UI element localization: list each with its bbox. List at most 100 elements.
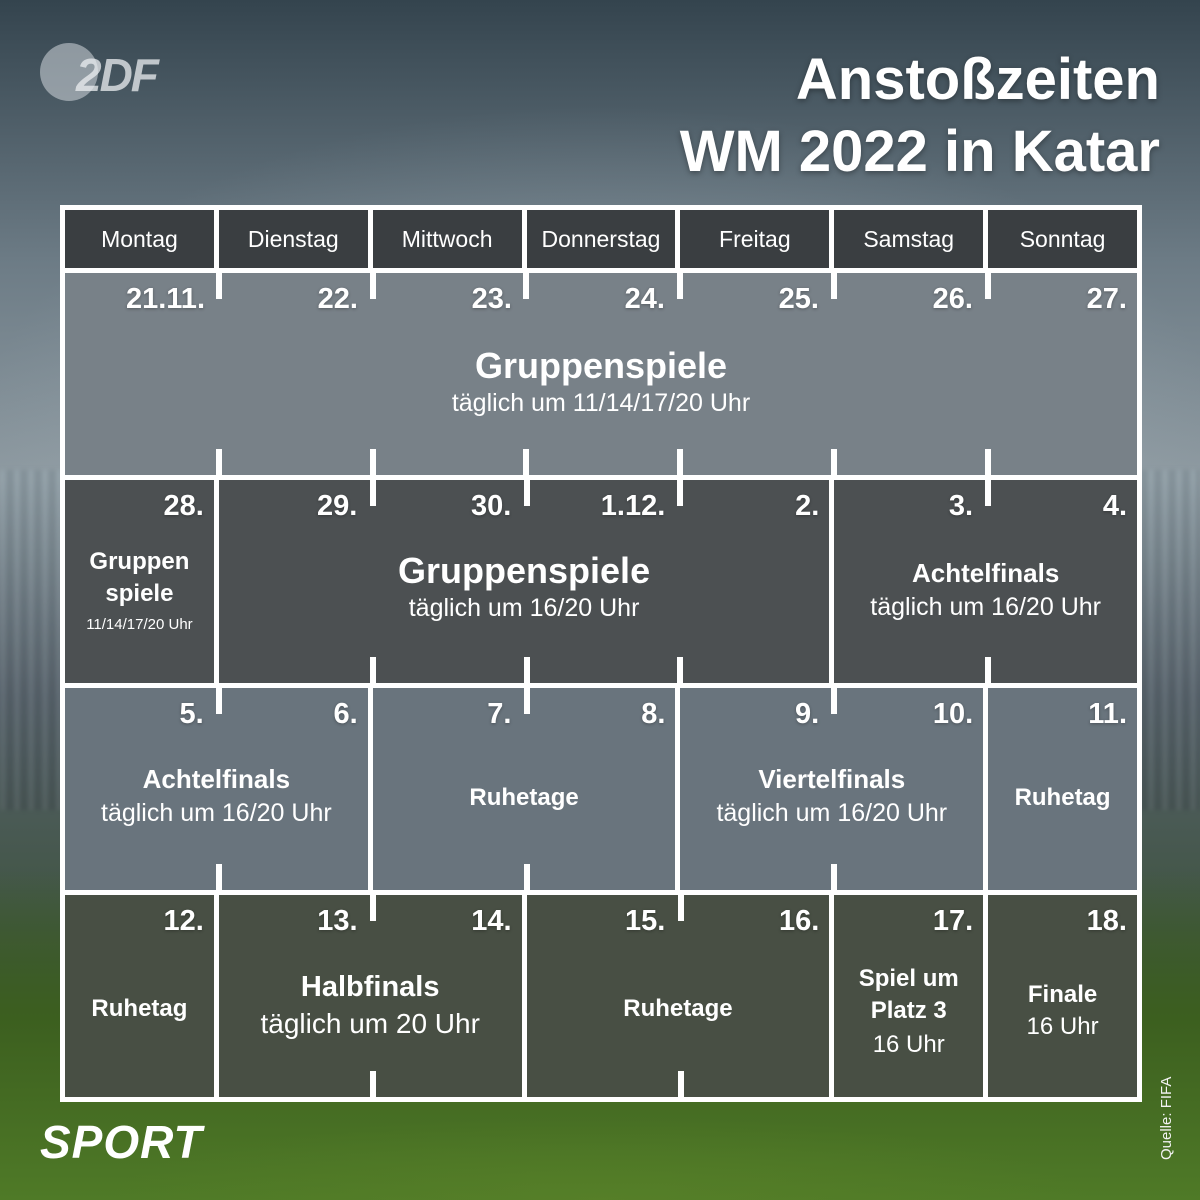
- event-time: täglich um 20 Uhr: [260, 1007, 480, 1039]
- event-time: 16 Uhr: [1026, 1012, 1099, 1040]
- weekday-header: Dienstag: [218, 210, 368, 268]
- sport-brand: SPORT: [40, 1116, 203, 1168]
- event-block-semi-finals: 13. 14. Halbfinals täglich um 20 Uhr: [218, 894, 522, 1097]
- zdf-logo: 2DF: [40, 42, 160, 102]
- grid-tick-mark: [676, 656, 683, 683]
- date-label: 6.: [333, 697, 358, 730]
- title-line-2: WM 2022 in Katar: [679, 119, 1160, 184]
- event-title: Ruhetage: [623, 994, 733, 1022]
- event-block-round-of-16: 5. 6. Achtelfinals täglich um 16/20 Uhr: [65, 687, 368, 890]
- page-title: Anstoßzeiten WM 2022 in Katar: [680, 44, 1160, 188]
- grid-tick-mark: [369, 480, 376, 507]
- week-1-row: 21.11. 22. 23. 24. 25. 26. 27. Gruppensp…: [65, 273, 1137, 476]
- event-time: täglich um 11/14/17/20 Uhr: [451, 389, 751, 417]
- date-label: 30.: [470, 490, 512, 523]
- grid-tick-mark: [985, 449, 991, 476]
- date-label: 9.: [794, 697, 820, 730]
- grid-tick-mark: [523, 273, 529, 299]
- weekday-header: Montag: [65, 210, 214, 268]
- event-title: Gruppenspiele: [474, 345, 728, 386]
- grid-tick-mark: [831, 449, 837, 476]
- day-cell-third-place: 17. Spiel um Platz 3 16 Uhr: [834, 894, 984, 1097]
- event-title: Ruhetag: [1014, 783, 1111, 811]
- date-label: 29.: [316, 490, 358, 523]
- grid-tick-mark: [216, 449, 222, 476]
- date-label: 3.: [948, 490, 973, 523]
- date-label: 15.: [624, 904, 666, 937]
- day-cell-final: 18. Finale 16 Uhr: [988, 894, 1137, 1097]
- event-title: Platz 3: [870, 996, 947, 1024]
- weekday-header: Donnerstag: [526, 210, 676, 268]
- event-block-group-stage: 29. 30. 1.12. 2. Gruppenspiele täglich u…: [218, 480, 830, 683]
- grid-tick-mark: [369, 894, 376, 921]
- event-title: Viertelfinals: [758, 763, 906, 794]
- event-title: Spiel um: [858, 964, 959, 992]
- weekday-header: Samstag: [834, 210, 984, 268]
- grid-tick-mark: [985, 480, 992, 507]
- date-label: 16.: [778, 904, 820, 937]
- logo-circle-icon: [40, 43, 98, 101]
- date-label: 8.: [641, 697, 666, 730]
- grid-tick-mark: [677, 449, 683, 476]
- grid-tick-mark: [369, 1071, 376, 1097]
- date-label: 25.: [778, 283, 819, 315]
- date-label: 26.: [932, 283, 973, 315]
- day-cell-sunday: 11. Ruhetag: [988, 687, 1137, 890]
- event-time: 11/14/17/20 Uhr: [86, 616, 193, 634]
- grid-tick-mark: [985, 656, 992, 683]
- date-label: 14.: [471, 904, 512, 937]
- event-time: täglich um 16/20 Uhr: [408, 594, 640, 623]
- event-title: Ruhetage: [469, 783, 579, 811]
- weekday-header: Mittwoch: [372, 210, 522, 268]
- event-title: Ruhetag: [91, 994, 188, 1022]
- date-label: 28.: [163, 490, 204, 523]
- grid-tick-mark: [676, 480, 683, 507]
- grid-tick-mark: [523, 687, 530, 714]
- title-line-1: Anstoßzeiten: [795, 47, 1160, 112]
- grid-tick-mark: [370, 449, 376, 476]
- day-cell-monday: 12. Ruhetag: [65, 894, 214, 1097]
- date-label: 13.: [317, 904, 358, 937]
- weekday-header: Freitag: [680, 210, 830, 268]
- grid-tick-mark: [831, 273, 837, 299]
- grid-tick-mark: [831, 687, 838, 714]
- date-label: 11.: [1088, 697, 1127, 730]
- event-time: täglich um 16/20 Uhr: [716, 798, 948, 827]
- date-label: 17.: [932, 904, 974, 937]
- grid-tick-mark: [370, 273, 376, 299]
- grid-tick-mark: [369, 656, 376, 683]
- date-label: 12.: [163, 904, 204, 937]
- event-title: Gruppenspiele: [398, 550, 651, 592]
- grid-tick-mark: [216, 273, 222, 299]
- grid-tick-mark: [677, 273, 683, 299]
- event-block-quarter-finals: 9. 10. Viertelfinals täglich um 16/20 Uh…: [680, 687, 984, 890]
- date-label: 2.: [795, 490, 820, 523]
- event-time: 16 Uhr: [872, 1030, 945, 1058]
- date-label: 7.: [487, 697, 512, 730]
- event-block-round-of-16: 3. 4. Achtelfinals täglich um 16/20 Uhr: [834, 480, 1137, 683]
- event-title: spiele: [105, 580, 174, 608]
- date-label: 1.12.: [600, 490, 666, 523]
- grid-tick-mark: [985, 273, 991, 299]
- grid-tick-mark: [216, 687, 222, 714]
- day-cell-monday: 28. Gruppen spiele 11/14/17/20 Uhr: [65, 480, 214, 683]
- calendar-grid: Montag Dienstag Mittwoch Donnerstag Frei…: [60, 205, 1142, 1102]
- event-time: täglich um 16/20 Uhr: [101, 798, 332, 827]
- event-title: Achtelfinals: [142, 763, 291, 794]
- date-label: 27.: [1086, 283, 1127, 315]
- event-title: Gruppen: [89, 548, 190, 576]
- grid-tick-mark: [523, 449, 529, 476]
- grid-tick-mark: [523, 863, 530, 890]
- date-label: 4.: [1102, 490, 1127, 523]
- grid-tick-mark: [216, 863, 222, 890]
- grid-tick-mark: [523, 656, 530, 683]
- date-label: 23.: [471, 283, 512, 315]
- date-label: 24.: [624, 283, 665, 315]
- logo-text: 2DF: [76, 49, 159, 101]
- date-label: 21.11.: [125, 283, 205, 315]
- date-label: 10.: [932, 697, 974, 730]
- event-title: Achtelfinals: [911, 558, 1060, 589]
- grid-tick-mark: [677, 1071, 684, 1097]
- date-label: 22.: [317, 283, 358, 315]
- event-title: Halbfinals: [300, 970, 440, 1003]
